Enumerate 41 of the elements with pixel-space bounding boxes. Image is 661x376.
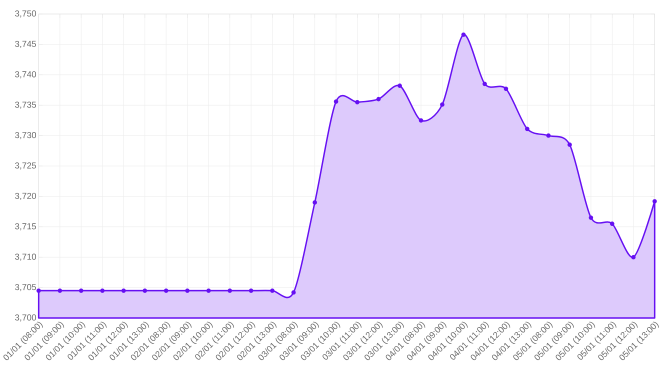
point (504, 86, 508, 91)
y-tick-label: 3,725 (15, 162, 36, 170)
y-tick-label: 3,730 (15, 132, 36, 140)
y-tick-label: 3,700 (15, 314, 36, 322)
point (142, 288, 148, 293)
y-tick-label: 3,740 (15, 71, 36, 78)
point (206, 288, 211, 293)
y-tick-label: 3,710 (15, 254, 36, 261)
point (588, 215, 594, 220)
point (164, 288, 168, 293)
y-tick-label: 3,750 (15, 10, 36, 18)
y-tick-label: 3,745 (15, 40, 36, 48)
y-tick-label: 3,715 (15, 223, 36, 230)
point (631, 255, 636, 260)
point (355, 100, 360, 104)
point (78, 288, 84, 293)
point (100, 288, 105, 293)
point (525, 126, 530, 132)
point (228, 288, 232, 293)
point (270, 288, 275, 293)
point (398, 84, 402, 88)
point (440, 102, 444, 107)
point (376, 96, 381, 102)
point (546, 133, 551, 138)
y-tick-label: 3,720 (15, 192, 36, 200)
point (652, 199, 657, 204)
point (610, 222, 614, 226)
point (248, 288, 254, 293)
point (291, 290, 296, 295)
point (461, 32, 466, 37)
point (121, 288, 126, 293)
y-tick-label: 3,735 (15, 102, 36, 109)
point (36, 288, 41, 293)
point (418, 118, 424, 123)
point (185, 288, 190, 293)
y-tick-label: 3,705 (15, 284, 36, 292)
point (312, 200, 318, 205)
point (482, 82, 487, 86)
point (334, 99, 338, 104)
point (568, 142, 572, 147)
point (58, 288, 62, 293)
